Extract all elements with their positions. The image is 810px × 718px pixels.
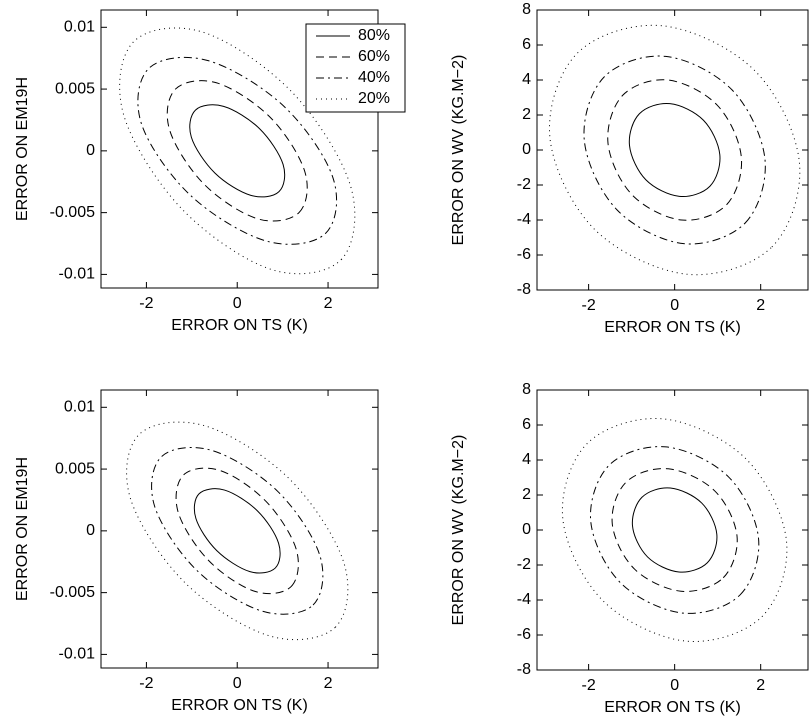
- x-tick-label: 2: [756, 677, 765, 694]
- contour-line: [583, 55, 766, 245]
- y-tick-label: -6: [517, 626, 531, 643]
- contour-line: [137, 56, 338, 245]
- plot-frame: [536, 389, 809, 671]
- contour-line: [119, 27, 356, 275]
- legend-label: 40%: [358, 69, 390, 86]
- contour-line: [166, 80, 308, 222]
- y-tick-label: -8: [517, 661, 531, 678]
- x-tick-label: 0: [670, 297, 679, 314]
- y-tick-label: -6: [517, 246, 531, 263]
- y-tick-label: -0.01: [59, 266, 96, 283]
- y-axis-label: ERROR ON WV (KG.M−2): [450, 435, 467, 626]
- y-tick-label: 2: [522, 486, 531, 503]
- panel: -2 0 2 -8 -6 -4 -2 0 2 4 6 8 ERROR ON TS (K) ERROR ON…: [450, 381, 809, 716]
- contour-line: [589, 446, 760, 614]
- x-tick-label: -2: [139, 675, 153, 692]
- panel: -2 0 2 -0.01 -0.005 0 0.005 0.01 ERROR ON TS (K)…: [14, 9, 406, 334]
- y-tick-label: 0: [86, 142, 95, 159]
- x-axis-label: ERROR ON TS (K): [604, 319, 741, 336]
- y-tick-label: -2: [517, 556, 531, 573]
- contour-line: [607, 79, 743, 221]
- panel: -2 0 2 -0.01 -0.005 0 0.005 0.01 ERROR ON TS (K)…: [14, 389, 379, 714]
- y-tick-label: 0: [86, 522, 95, 539]
- x-axis-label: ERROR ON TS (K): [604, 699, 741, 716]
- y-tick-label: 4: [522, 71, 531, 88]
- contour-line: [193, 488, 281, 574]
- y-tick-label: -2: [517, 176, 531, 193]
- plot-frame: [100, 389, 379, 669]
- legend-label: 20%: [358, 90, 390, 107]
- y-tick-label: -0.01: [59, 646, 96, 663]
- contour-line: [611, 468, 738, 592]
- y-tick-label: 8: [522, 381, 531, 398]
- y-tick-label: -4: [517, 211, 531, 228]
- contour-line: [151, 447, 324, 615]
- legend-box: [305, 23, 406, 113]
- x-tick-label: 2: [756, 297, 765, 314]
- y-tick-label: -8: [517, 281, 531, 298]
- contour-line: [189, 104, 286, 198]
- y-tick-label: 0.01: [64, 19, 95, 36]
- x-tick-label: 0: [233, 295, 242, 312]
- y-tick-label: 6: [522, 416, 531, 433]
- legend-label: 80%: [358, 27, 390, 44]
- y-tick-label: 6: [522, 36, 531, 53]
- legend-label: 60%: [358, 48, 390, 65]
- plot-frame: [100, 9, 379, 289]
- y-tick-label: -4: [517, 591, 531, 608]
- y-tick-label: 8: [522, 1, 531, 18]
- y-tick-label: 0.005: [55, 80, 95, 97]
- y-tick-label: 0: [522, 521, 531, 538]
- x-tick-label: -2: [139, 295, 153, 312]
- x-tick-label: -2: [582, 677, 596, 694]
- x-axis-label: ERROR ON TS (K): [171, 697, 308, 714]
- y-tick-label: 0.01: [64, 399, 95, 416]
- y-tick-label: 2: [522, 106, 531, 123]
- contour-line: [126, 421, 349, 641]
- legend: 80% 60% 40% 20%: [305, 23, 406, 113]
- contour-line: [561, 417, 788, 643]
- y-axis-label: ERROR ON EM19H: [14, 457, 31, 601]
- contour-line: [631, 487, 718, 573]
- contour-line: [175, 467, 299, 595]
- contour-line: [548, 24, 801, 276]
- x-tick-label: 2: [324, 675, 333, 692]
- contour-line: [628, 102, 721, 198]
- y-tick-label: -0.005: [50, 204, 95, 221]
- plot-frame: [536, 9, 809, 291]
- y-axis-label: ERROR ON WV (KG.M−2): [450, 55, 467, 246]
- x-tick-label: 0: [233, 675, 242, 692]
- x-axis-label: ERROR ON TS (K): [171, 317, 308, 334]
- y-tick-label: 0: [522, 141, 531, 158]
- x-tick-label: -2: [582, 297, 596, 314]
- panel: -2 0 2 -8 -6 -4 -2 0 2 4 6 8 ERROR ON TS (K) ERROR ON…: [450, 1, 809, 336]
- y-axis-label: ERROR ON EM19H: [14, 77, 31, 221]
- y-tick-label: 4: [522, 451, 531, 468]
- y-tick-label: 0.005: [55, 460, 95, 477]
- x-tick-label: 0: [670, 677, 679, 694]
- x-tick-label: 2: [324, 295, 333, 312]
- y-tick-label: -0.005: [50, 584, 95, 601]
